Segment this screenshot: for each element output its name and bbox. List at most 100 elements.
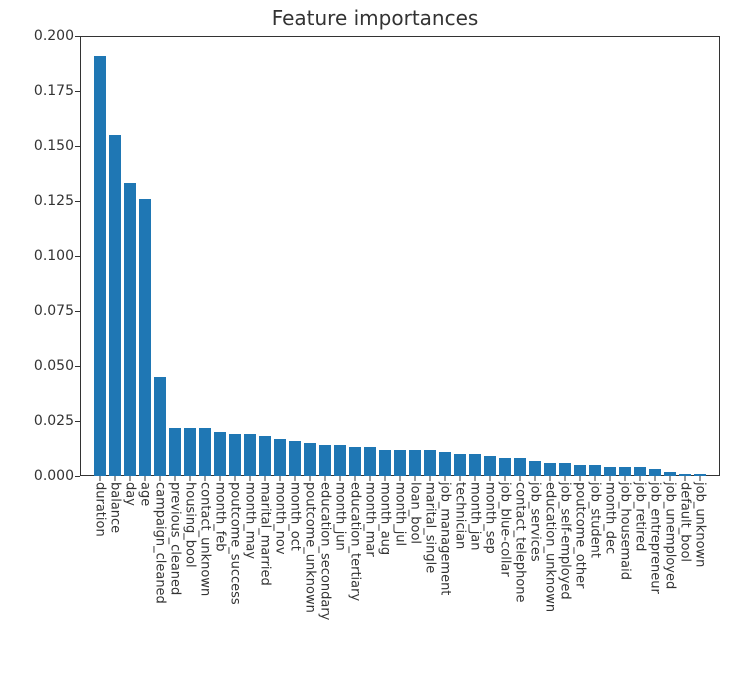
xtick-mark — [115, 476, 116, 481]
bar — [499, 458, 511, 476]
xtick-mark — [444, 476, 445, 481]
bar — [94, 56, 106, 476]
figure: Feature importances 0.0000.0250.0500.075… — [0, 0, 750, 692]
xtick-mark — [549, 476, 550, 481]
bar — [244, 434, 256, 476]
xtick-label: month_jan — [467, 482, 482, 551]
bar — [409, 450, 421, 476]
ytick-label: 0.075 — [34, 303, 80, 319]
xtick-label: duration — [93, 482, 108, 537]
xtick-mark — [609, 476, 610, 481]
bar — [559, 463, 571, 476]
xtick-label: poutcome_unknown — [303, 482, 318, 613]
xtick-mark — [519, 476, 520, 481]
xtick-label: job_retired — [632, 482, 647, 551]
xtick-label: balance — [108, 482, 123, 533]
xtick-label: campaign_cleaned — [153, 482, 168, 604]
bar — [304, 443, 316, 476]
xtick-label: marital_single — [422, 482, 437, 573]
ytick-label: 0.175 — [34, 83, 80, 99]
xtick-mark — [504, 476, 505, 481]
xtick-label: month_jul — [393, 482, 408, 546]
xtick-mark — [639, 476, 640, 481]
xtick-mark — [220, 476, 221, 481]
xtick-mark — [190, 476, 191, 481]
xtick-mark — [669, 476, 670, 481]
bar — [364, 447, 376, 476]
axis-spine-top — [80, 36, 720, 37]
xtick-label: month_oct — [288, 482, 303, 551]
xtick-label: job_housemaid — [617, 482, 632, 580]
xtick-mark — [654, 476, 655, 481]
bar — [139, 199, 151, 476]
chart-title: Feature importances — [0, 6, 750, 30]
xtick-mark — [594, 476, 595, 481]
xtick-label: job_management — [437, 482, 452, 595]
ytick-label: 0.025 — [34, 413, 80, 429]
xtick-label: job_unemployed — [662, 482, 677, 589]
bar — [124, 183, 136, 476]
bar — [109, 135, 121, 476]
xtick-label: technician — [452, 482, 467, 549]
ytick-label: 0.200 — [34, 28, 80, 44]
xtick-mark — [355, 476, 356, 481]
bar — [334, 445, 346, 476]
bar — [619, 467, 631, 476]
xtick-label: day — [123, 482, 138, 506]
bar — [214, 432, 226, 476]
xtick-label: month_feb — [213, 482, 228, 552]
xtick-mark — [265, 476, 266, 481]
bar — [289, 441, 301, 476]
xtick-label: default_bool — [677, 482, 692, 562]
axes: 0.0000.0250.0500.0750.1000.1250.1500.175… — [80, 36, 720, 476]
xtick-label: job_self-employed — [557, 482, 572, 600]
axis-spine-left — [80, 36, 81, 476]
xtick-mark — [534, 476, 535, 481]
xtick-mark — [489, 476, 490, 481]
xtick-mark — [579, 476, 580, 481]
bar — [589, 465, 601, 476]
xtick-label: month_nov — [273, 482, 288, 555]
xtick-label: job_student — [587, 482, 602, 558]
xtick-label: marital_married — [258, 482, 273, 586]
bar — [169, 428, 181, 476]
xtick-mark — [100, 476, 101, 481]
xtick-mark — [235, 476, 236, 481]
xtick-mark — [205, 476, 206, 481]
bar — [439, 452, 451, 476]
xtick-label: housing_bool — [183, 482, 198, 568]
xtick-label: education_secondary — [318, 482, 333, 620]
ytick-label: 0.100 — [34, 248, 80, 264]
xtick-label: job_blue-collar — [497, 482, 512, 577]
bar — [199, 428, 211, 476]
bar — [634, 467, 646, 476]
xtick-label: month_jun — [333, 482, 348, 551]
xtick-label: month_dec — [602, 482, 617, 554]
bar — [454, 454, 466, 476]
bar — [274, 439, 286, 476]
xtick-label: month_aug — [378, 482, 393, 555]
xtick-mark — [624, 476, 625, 481]
bar — [484, 456, 496, 476]
xtick-mark — [564, 476, 565, 481]
bar — [574, 465, 586, 476]
xtick-label: job_services — [527, 482, 542, 562]
xtick-mark — [295, 476, 296, 481]
xtick-mark — [684, 476, 685, 481]
xtick-mark — [340, 476, 341, 481]
bar — [229, 434, 241, 476]
xtick-label: job_entrepreneur — [647, 482, 662, 594]
bar — [154, 377, 166, 476]
bar — [604, 467, 616, 476]
ytick-label: 0.000 — [34, 468, 80, 484]
xtick-mark — [250, 476, 251, 481]
xtick-label: contact_telephone — [512, 482, 527, 603]
xtick-mark — [370, 476, 371, 481]
bar — [394, 450, 406, 476]
xtick-mark — [175, 476, 176, 481]
xtick-label: loan_bool — [407, 482, 422, 544]
xtick-mark — [385, 476, 386, 481]
xtick-label: month_may — [243, 482, 258, 559]
xtick-label: education_tertiary — [348, 482, 363, 601]
xtick-mark — [400, 476, 401, 481]
